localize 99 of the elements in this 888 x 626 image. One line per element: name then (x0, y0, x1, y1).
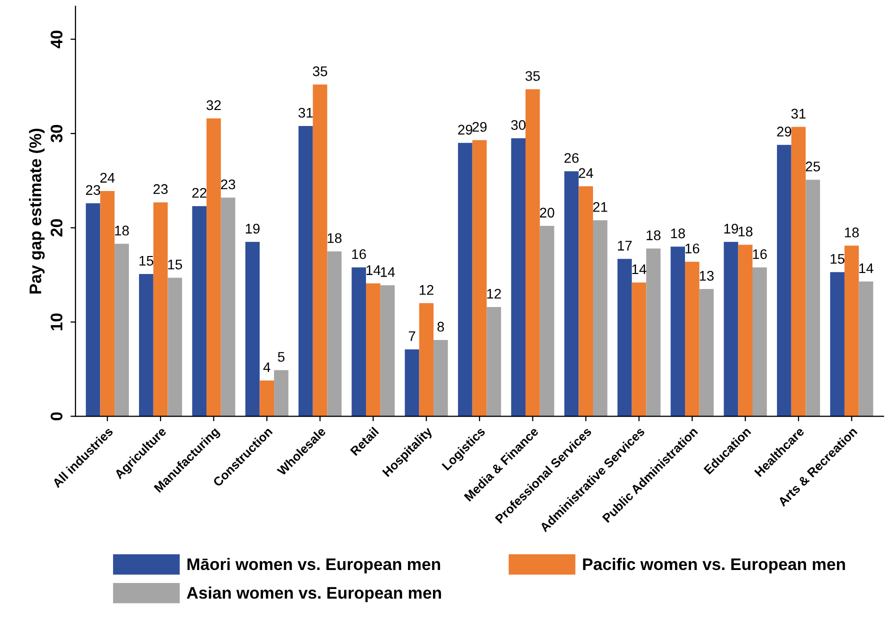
data-label: 15 (168, 260, 182, 270)
bar (86, 203, 100, 416)
bar (260, 380, 274, 416)
data-label: 19 (246, 224, 260, 234)
data-label: 29 (458, 124, 472, 135)
data-label: 23 (86, 185, 100, 195)
y-tick-label: 40 (50, 30, 62, 48)
bar (380, 285, 395, 416)
y-tick-label: 10 (50, 313, 62, 330)
bar (540, 226, 554, 416)
bar (776, 144, 792, 416)
data-label: 16 (753, 249, 767, 260)
bar (153, 202, 168, 416)
bar (220, 198, 236, 416)
bar (564, 171, 579, 416)
bar (738, 244, 753, 416)
bar (724, 242, 738, 416)
data-label: 12 (487, 288, 501, 299)
bar (752, 267, 767, 416)
bar (168, 278, 182, 416)
data-label: 32 (206, 100, 221, 110)
data-label: 18 (671, 228, 685, 238)
data-label: 26 (564, 153, 579, 163)
bar (511, 138, 526, 416)
bar (526, 89, 540, 416)
bar (419, 303, 434, 416)
data-label: 30 (511, 120, 526, 130)
bar (486, 306, 502, 416)
bar (699, 289, 714, 416)
data-label: 15 (140, 256, 154, 266)
data-label: 18 (845, 228, 859, 238)
data-label: 18 (115, 226, 129, 236)
data-label: 14 (632, 264, 646, 274)
bar (578, 186, 594, 416)
data-label: 14 (366, 265, 381, 275)
data-label: 25 (806, 162, 820, 172)
bar (858, 282, 874, 416)
data-label: 14 (859, 264, 874, 274)
legend-label: Pacific women vs. European men (583, 558, 845, 574)
bar (593, 220, 608, 416)
bar (100, 191, 115, 416)
bar (844, 246, 859, 416)
data-label: 24 (100, 172, 115, 183)
data-label: 4 (263, 362, 270, 372)
data-label: 23 (221, 179, 236, 190)
bar (684, 262, 700, 416)
bar (245, 242, 260, 416)
bar (404, 349, 420, 416)
bar (298, 126, 313, 416)
bar (366, 283, 380, 416)
legend-label: Asian women vs. European men (186, 586, 441, 602)
y-axis-title: Pay gap estimate (%) (29, 128, 45, 294)
bar (472, 140, 487, 416)
data-label: 29 (472, 122, 487, 132)
data-label: 31 (791, 108, 806, 119)
bar (791, 126, 806, 416)
bar (434, 340, 448, 416)
bar (274, 370, 288, 416)
data-label: 18 (646, 230, 660, 240)
data-label: 15 (830, 254, 844, 264)
data-label: 19 (724, 224, 738, 234)
data-label: 7 (408, 331, 416, 341)
data-label: 21 (593, 202, 608, 212)
bar (632, 282, 646, 416)
y-tick-label: 30 (50, 124, 62, 142)
data-label: 20 (540, 208, 554, 218)
bar (352, 267, 366, 416)
data-label: 13 (700, 270, 714, 281)
data-label: 29 (777, 126, 792, 137)
bar (312, 84, 328, 416)
bar (458, 142, 472, 416)
bar (327, 251, 342, 416)
data-label: 14 (380, 267, 395, 277)
bar (192, 206, 207, 416)
bar (670, 246, 685, 416)
data-label: 12 (420, 285, 434, 295)
data-label: 18 (328, 233, 342, 244)
bar (139, 274, 154, 416)
data-label: 35 (312, 66, 328, 76)
data-label: 16 (686, 244, 700, 254)
y-tick-label: 20 (50, 219, 62, 236)
data-label: 5 (278, 352, 284, 362)
data-label: 24 (578, 168, 594, 178)
data-label: 16 (352, 249, 366, 260)
data-label: 35 (525, 71, 540, 81)
bar (617, 258, 632, 416)
data-label: 23 (154, 184, 168, 194)
data-label: 22 (192, 188, 206, 198)
data-label: 31 (298, 108, 313, 118)
legend-label: Māori women vs. European men (188, 558, 440, 574)
y-tick-label: 0 (50, 412, 62, 420)
data-label: 8 (437, 322, 444, 332)
data-label: 17 (618, 240, 632, 250)
bar (646, 248, 661, 416)
bar (830, 272, 844, 416)
bar (206, 118, 221, 416)
bar (806, 180, 820, 416)
data-label: 18 (738, 226, 752, 236)
bar (114, 244, 129, 416)
